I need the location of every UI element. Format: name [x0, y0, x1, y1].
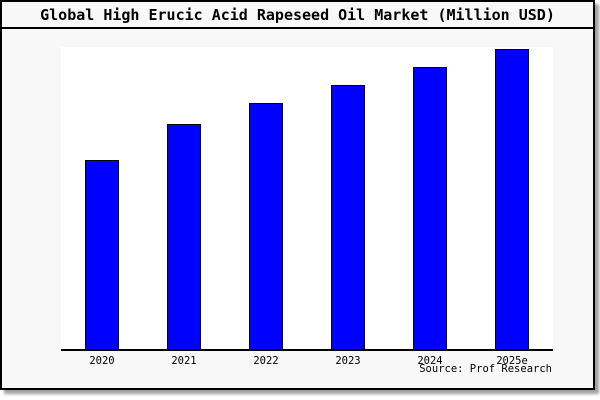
- chart-title-bar: Global High Erucic Acid Rapeseed Oil Mar…: [2, 2, 593, 29]
- x-axis-tick-labels: 2020 2021 2022 2023 2024 2025e: [61, 355, 553, 368]
- tick-label-2021: 2021: [171, 355, 197, 367]
- bar-2020: [85, 160, 119, 349]
- tick-label-2020: 2020: [89, 355, 115, 367]
- tick-label-2025e: 2025e: [496, 355, 528, 367]
- source-note: Source: Prof Research: [419, 363, 552, 375]
- bar-2025e: [495, 49, 529, 349]
- chart-title: Global High Erucic Acid Rapeseed Oil Mar…: [40, 5, 555, 24]
- bar-2022: [249, 103, 283, 349]
- tick-label-2023: 2023: [335, 355, 361, 367]
- bar-2021: [167, 124, 201, 349]
- plot-area: [61, 47, 553, 351]
- tick-label-2024: 2024: [417, 355, 443, 367]
- bar-2023: [331, 85, 365, 349]
- bar-2024: [413, 67, 447, 349]
- chart-frame: Global High Erucic Acid Rapeseed Oil Mar…: [0, 0, 595, 390]
- tick-label-2022: 2022: [253, 355, 279, 367]
